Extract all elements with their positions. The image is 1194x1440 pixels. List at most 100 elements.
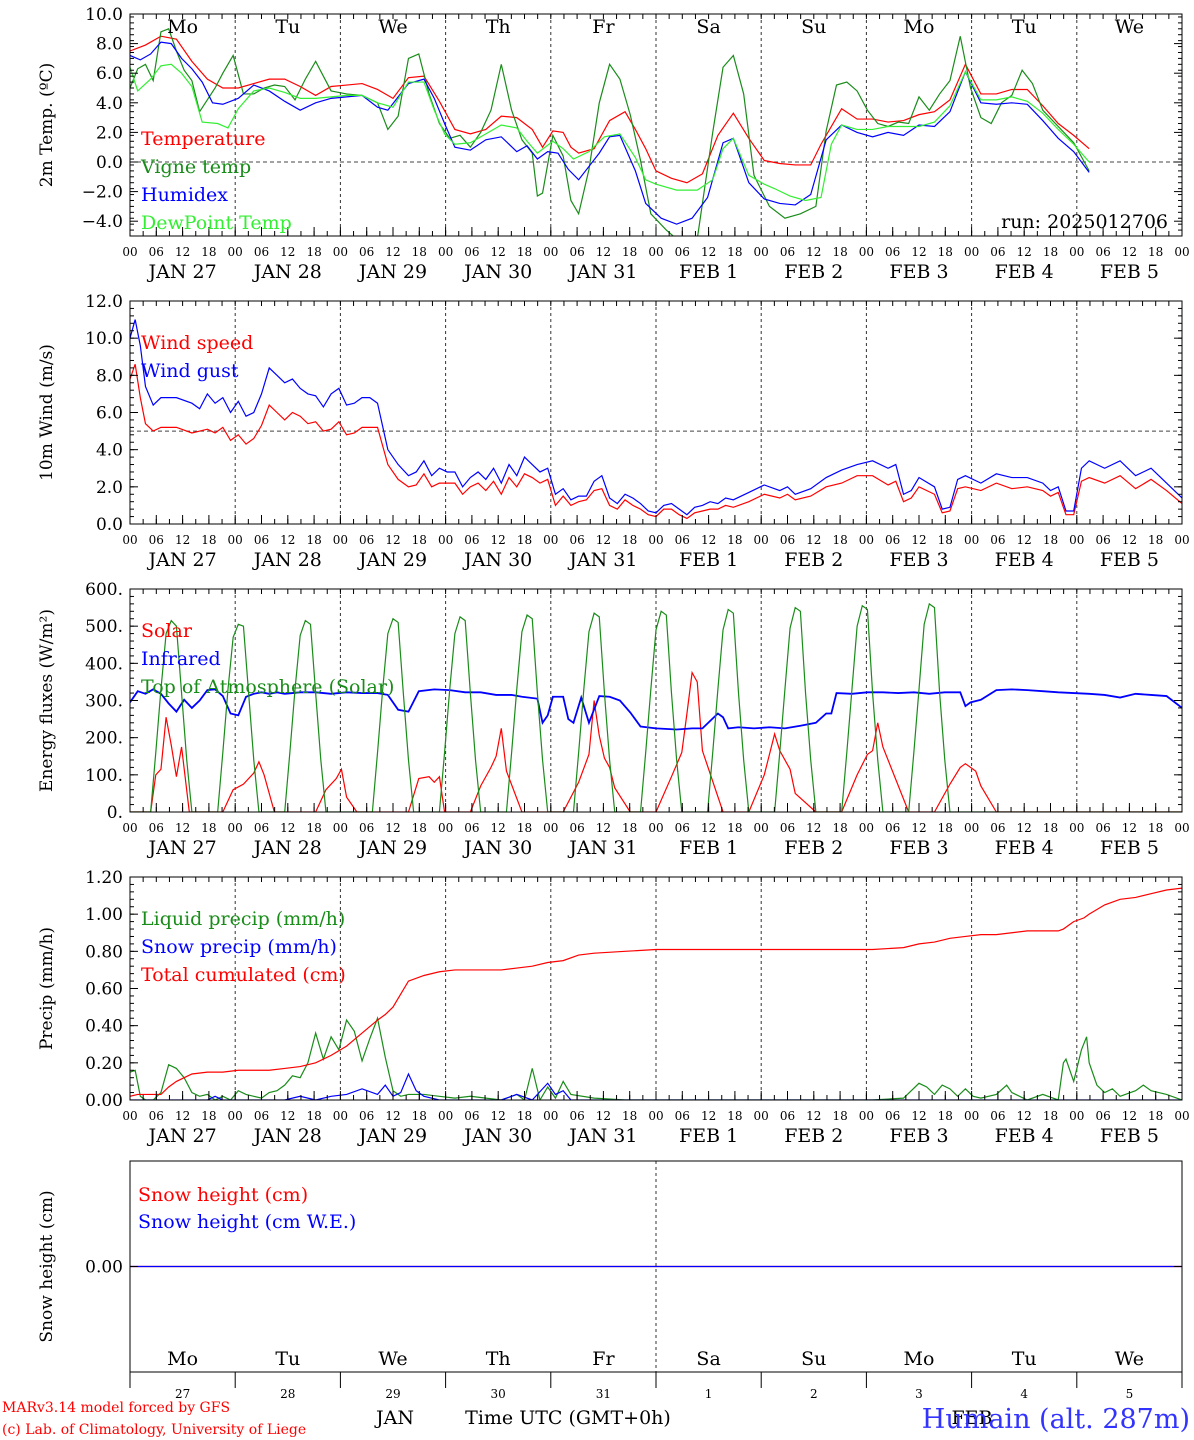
snow-weekday-label: Tu bbox=[1012, 1348, 1037, 1370]
x-hour-label: 18 bbox=[938, 821, 953, 835]
x-hour-label: 00 bbox=[228, 533, 243, 547]
x-hour-label: 18 bbox=[1043, 533, 1058, 547]
snow-weekday-label: Tu bbox=[275, 1348, 300, 1370]
x-hour-label: 06 bbox=[464, 533, 479, 547]
x-hour-label: 00 bbox=[648, 821, 663, 835]
legend-red: Temperature bbox=[141, 128, 265, 150]
x-date-label: JAN 28 bbox=[252, 837, 322, 859]
x-hour-label: 18 bbox=[622, 533, 637, 547]
x-date-label: FEB 5 bbox=[1100, 549, 1159, 571]
x-hour-label: 12 bbox=[596, 245, 611, 259]
x-hour-label: 12 bbox=[701, 533, 716, 547]
x-hour-label: 06 bbox=[885, 1109, 900, 1123]
x-hour-label: 18 bbox=[727, 533, 742, 547]
legend-red: Total cumulated (cm) bbox=[141, 964, 346, 986]
x-hour-label: 06 bbox=[254, 1109, 269, 1123]
x-hour-label: 12 bbox=[1122, 245, 1137, 259]
x-hour-label: 12 bbox=[1017, 533, 1032, 547]
x-hour-label: 06 bbox=[780, 1109, 795, 1123]
legend-green: Vigne temp bbox=[140, 156, 251, 178]
x-date-label: JAN 29 bbox=[357, 261, 427, 283]
x-date-label: JAN 27 bbox=[147, 261, 217, 283]
x-hour-label: 06 bbox=[1095, 821, 1110, 835]
series-lightgreen-line bbox=[130, 63, 1090, 202]
snow-day-number: 1 bbox=[705, 1387, 713, 1401]
y-tick-label: 8.0 bbox=[96, 35, 123, 55]
x-hour-label: 12 bbox=[175, 533, 190, 547]
x-hour-label: 12 bbox=[911, 533, 926, 547]
snow-weekday-label: Sa bbox=[696, 1348, 720, 1370]
x-date-label: FEB 3 bbox=[889, 1125, 948, 1147]
footer-axis-title: Time UTC (GMT+0h) bbox=[465, 1407, 671, 1429]
x-hour-label: 06 bbox=[359, 1109, 374, 1123]
legend-green: Liquid precip (mm/h) bbox=[141, 908, 345, 930]
legend-blue: Wind gust bbox=[141, 360, 239, 382]
legend-blue: Infrared bbox=[141, 648, 221, 670]
snow-day-number: 27 bbox=[175, 1387, 190, 1401]
x-hour-label: 18 bbox=[306, 1109, 321, 1123]
snow-day-number: 5 bbox=[1126, 1387, 1134, 1401]
x-hour-label: 06 bbox=[359, 245, 374, 259]
y-tick-label: 2.0 bbox=[96, 123, 123, 143]
x-hour-label: 12 bbox=[1122, 533, 1137, 547]
x-hour-label: 00 bbox=[122, 533, 137, 547]
x-hour-label: 06 bbox=[464, 821, 479, 835]
x-hour-label: 00 bbox=[859, 245, 874, 259]
x-hour-label: 12 bbox=[806, 533, 821, 547]
series-blue-line bbox=[130, 688, 1182, 731]
x-hour-label: 12 bbox=[280, 821, 295, 835]
x-hour-label: 12 bbox=[491, 821, 506, 835]
y-tick-label: 0.00 bbox=[85, 1258, 123, 1278]
x-hour-label: 18 bbox=[201, 245, 216, 259]
x-hour-label: 00 bbox=[438, 1109, 453, 1123]
legend-red: Wind speed bbox=[141, 332, 253, 354]
weekday-label: Tu bbox=[275, 16, 300, 38]
x-date-label: FEB 4 bbox=[995, 261, 1054, 283]
x-date-label: FEB 2 bbox=[784, 261, 843, 283]
series-red-line bbox=[130, 35, 1090, 184]
x-hour-label: 12 bbox=[1122, 821, 1137, 835]
y-tick-label: 0.00 bbox=[85, 1091, 123, 1111]
y-tick-label: 4.0 bbox=[96, 441, 123, 461]
x-hour-label: 06 bbox=[569, 245, 584, 259]
x-hour-label: 00 bbox=[754, 533, 769, 547]
x-hour-label: 06 bbox=[149, 245, 164, 259]
x-hour-label: 06 bbox=[780, 533, 795, 547]
x-hour-label: 12 bbox=[175, 1109, 190, 1123]
x-date-label: JAN 29 bbox=[357, 1125, 427, 1147]
x-hour-label: 18 bbox=[622, 1109, 637, 1123]
x-date-label: JAN 30 bbox=[462, 549, 532, 571]
x-hour-label: 00 bbox=[1069, 821, 1084, 835]
x-hour-label: 00 bbox=[1069, 245, 1084, 259]
x-hour-label: 18 bbox=[727, 821, 742, 835]
series-red-line bbox=[130, 363, 1182, 520]
x-hour-label: 06 bbox=[359, 821, 374, 835]
series-blue-line bbox=[130, 41, 1090, 225]
y-axis-title: Energy fluxes (W/m²) bbox=[37, 609, 57, 792]
x-hour-label: 00 bbox=[754, 245, 769, 259]
x-hour-label: 06 bbox=[780, 245, 795, 259]
x-hour-label: 18 bbox=[1043, 1109, 1058, 1123]
series-green-line bbox=[130, 1016, 1182, 1100]
x-hour-label: 00 bbox=[1174, 1109, 1189, 1123]
x-hour-label: 12 bbox=[491, 1109, 506, 1123]
x-hour-label: 00 bbox=[648, 533, 663, 547]
series-red-line bbox=[130, 887, 1182, 1097]
x-date-label: FEB 2 bbox=[784, 549, 843, 571]
x-hour-label: 00 bbox=[859, 533, 874, 547]
y-tick-label: 10.0 bbox=[85, 329, 123, 349]
x-date-label: FEB 3 bbox=[889, 549, 948, 571]
x-hour-label: 18 bbox=[1043, 245, 1058, 259]
x-hour-label: 12 bbox=[1017, 1109, 1032, 1123]
x-hour-label: 00 bbox=[754, 1109, 769, 1123]
x-hour-label: 18 bbox=[201, 533, 216, 547]
x-hour-label: 12 bbox=[385, 1109, 400, 1123]
x-hour-label: 12 bbox=[911, 821, 926, 835]
x-hour-label: 12 bbox=[1017, 821, 1032, 835]
y-tick-label: 6.0 bbox=[96, 404, 123, 424]
x-hour-label: 06 bbox=[780, 821, 795, 835]
weekday-label: Fr bbox=[592, 16, 615, 38]
x-hour-label: 12 bbox=[175, 245, 190, 259]
text-layer: Temperature Vigne temp Humidex DewPoint Tem… bbox=[37, 5, 1190, 1401]
y-tick-label: 0.0 bbox=[96, 153, 123, 173]
